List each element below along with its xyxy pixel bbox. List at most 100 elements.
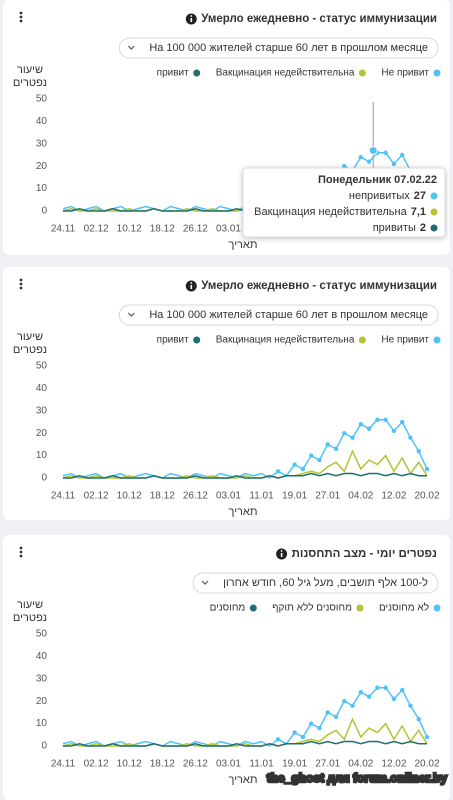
legend-marker bbox=[433, 336, 441, 344]
series-line bbox=[63, 740, 427, 747]
point bbox=[292, 730, 297, 735]
point bbox=[416, 448, 421, 454]
dropdown[interactable] bbox=[192, 572, 439, 594]
y-tick-label: 30 bbox=[36, 405, 48, 416]
y-tick-label: 10 bbox=[36, 183, 48, 194]
legend-marker bbox=[193, 69, 201, 77]
legend-label[interactable]: Вакцинация недействительна bbox=[216, 335, 355, 346]
point bbox=[375, 685, 380, 690]
tooltip-value: 27 bbox=[414, 190, 426, 202]
menu-dot[interactable] bbox=[19, 286, 23, 290]
legend-label[interactable]: מחוסנים bbox=[210, 603, 246, 614]
tooltip-label: привиты bbox=[373, 222, 416, 234]
tooltip-label: непривитых bbox=[349, 190, 410, 202]
y-axis-label: נפטרים bbox=[13, 612, 47, 624]
x-tick-label: 02.12 bbox=[84, 491, 109, 502]
x-tick-label: 24.11 bbox=[51, 491, 76, 502]
dropdown[interactable] bbox=[118, 37, 439, 59]
point bbox=[300, 734, 306, 740]
x-tick-label: 11.01 bbox=[249, 491, 274, 502]
point bbox=[317, 457, 322, 463]
tooltip-marker bbox=[430, 208, 438, 216]
tooltip bbox=[242, 167, 446, 238]
y-tick-label: 50 bbox=[36, 361, 48, 372]
y-tick-label: 50 bbox=[36, 629, 48, 640]
point bbox=[424, 734, 430, 740]
y-tick-label: 20 bbox=[36, 428, 48, 439]
legend-label[interactable]: Вакцинация недействительна bbox=[216, 68, 355, 79]
y-axis-label: שיעור bbox=[17, 599, 43, 611]
x-tick-label: 24.11 bbox=[51, 224, 76, 235]
x-tick-label: 26.12 bbox=[183, 759, 208, 770]
y-tick-label: 30 bbox=[36, 673, 48, 684]
info-icon-stem bbox=[190, 285, 193, 289]
menu-dot[interactable] bbox=[19, 19, 23, 23]
point bbox=[358, 690, 364, 695]
legend-label[interactable]: מחוסנים ללא תוקף bbox=[272, 602, 352, 614]
tooltip-marker bbox=[430, 224, 438, 232]
menu-dot[interactable] bbox=[19, 550, 23, 554]
menu-dot[interactable] bbox=[19, 15, 23, 19]
dropdown-chevron bbox=[127, 45, 135, 50]
y-axis-label: שיעור bbox=[17, 64, 43, 76]
card bbox=[3, 267, 450, 520]
point bbox=[383, 685, 388, 690]
point bbox=[366, 694, 372, 699]
x-tick-label: 20.02 bbox=[414, 491, 439, 502]
legend-marker bbox=[358, 69, 366, 77]
x-axis-label: תאריך bbox=[229, 774, 258, 786]
x-axis-label: תאריך bbox=[229, 239, 258, 251]
legend-marker bbox=[193, 336, 201, 344]
point bbox=[358, 155, 364, 160]
x-tick-label: 03.01 bbox=[216, 224, 241, 235]
point bbox=[292, 462, 297, 467]
x-tick-label: 18.12 bbox=[150, 224, 175, 235]
x-tick-label: 12.02 bbox=[381, 759, 406, 770]
tooltip-value: 7,1 bbox=[411, 206, 426, 218]
x-tick-label: 10.12 bbox=[117, 224, 142, 235]
legend-label[interactable]: לא מחוסנים bbox=[379, 602, 429, 614]
legend-label[interactable]: Не привит bbox=[381, 335, 429, 346]
x-tick-label: 18.12 bbox=[150, 759, 175, 770]
x-tick-label: 12.02 bbox=[381, 491, 406, 502]
legend-label[interactable]: Не привит bbox=[381, 68, 429, 79]
point bbox=[399, 687, 405, 693]
y-tick-label: 30 bbox=[36, 138, 48, 149]
point bbox=[383, 150, 388, 155]
x-tick-label: 18.12 bbox=[150, 491, 175, 502]
legend-label[interactable]: привит bbox=[157, 335, 189, 346]
point bbox=[424, 466, 430, 472]
tooltip-title: Понедельник 07.02.22 bbox=[318, 174, 437, 186]
menu-dot[interactable] bbox=[19, 546, 23, 550]
point bbox=[408, 703, 413, 708]
legend-label[interactable]: привит bbox=[157, 68, 189, 79]
legend-marker bbox=[356, 604, 364, 612]
legend-marker bbox=[433, 604, 441, 612]
menu-dot[interactable] bbox=[19, 278, 23, 282]
point bbox=[275, 737, 281, 742]
point bbox=[375, 417, 380, 422]
dropdown-text: ל-100 אלף תושבים, מעל גיל 60, חודש אחרון bbox=[223, 576, 428, 589]
point bbox=[416, 716, 421, 722]
menu-dot[interactable] bbox=[19, 11, 23, 15]
point bbox=[391, 428, 397, 434]
menu-dot[interactable] bbox=[19, 282, 23, 286]
point bbox=[391, 161, 397, 167]
point bbox=[358, 422, 364, 427]
dropdown-chevron bbox=[201, 580, 209, 585]
dropdown[interactable] bbox=[118, 304, 439, 326]
info-icon-dot bbox=[280, 550, 283, 552]
x-tick-label: 26.12 bbox=[183, 491, 208, 502]
menu-dot[interactable] bbox=[19, 554, 23, 558]
legend-marker bbox=[358, 336, 366, 344]
y-tick-label: 0 bbox=[41, 473, 47, 484]
card-title: נפטרים יומי - מצב התחסנות bbox=[292, 548, 437, 560]
point bbox=[308, 453, 314, 458]
point bbox=[408, 435, 413, 440]
point bbox=[391, 696, 397, 702]
card-title: Умерло ежедневно - статус иммунизации bbox=[201, 280, 437, 292]
point bbox=[275, 469, 281, 474]
y-tick-label: 20 bbox=[36, 161, 48, 172]
point bbox=[317, 725, 322, 731]
